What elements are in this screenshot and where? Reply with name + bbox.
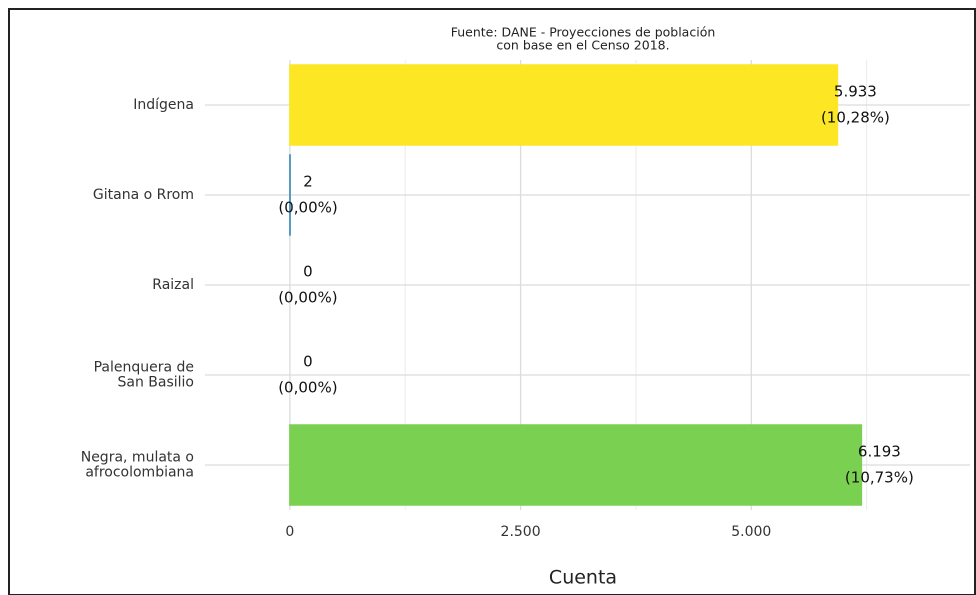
value-label: 0 xyxy=(303,263,313,281)
bar xyxy=(289,64,839,146)
share-label: (0,00%) xyxy=(278,199,337,217)
x-tick-label: 5.000 xyxy=(731,524,771,540)
y-tick-label: Negra, mulata o afrocolombiana xyxy=(81,449,194,480)
y-tick-label: Gitana o Rrom xyxy=(93,187,194,203)
y-tick-label: Palenquera de San Basilio xyxy=(94,359,194,390)
value-label: 2 xyxy=(303,173,313,191)
x-tick-label: 0 xyxy=(285,524,294,540)
y-tick-label: Raizal xyxy=(152,277,194,293)
share-label: (10,73%) xyxy=(845,469,914,487)
x-axis-title: Cuenta xyxy=(549,567,617,589)
chart-title: Fuente: DANE - Proyecciones de población xyxy=(451,25,716,40)
share-label: (0,00%) xyxy=(278,379,337,397)
value-label: 0 xyxy=(303,353,313,371)
bar xyxy=(289,424,863,506)
value-label: 6.193 xyxy=(858,443,901,461)
y-tick-label: Indígena xyxy=(133,97,194,113)
x-tick-label: 2.500 xyxy=(501,524,541,540)
chart-subtitle: con base en el Censo 2018. xyxy=(496,38,669,53)
share-label: (0,00%) xyxy=(278,289,337,307)
share-label: (10,28%) xyxy=(821,109,890,127)
value-label: 5.933 xyxy=(834,83,877,101)
